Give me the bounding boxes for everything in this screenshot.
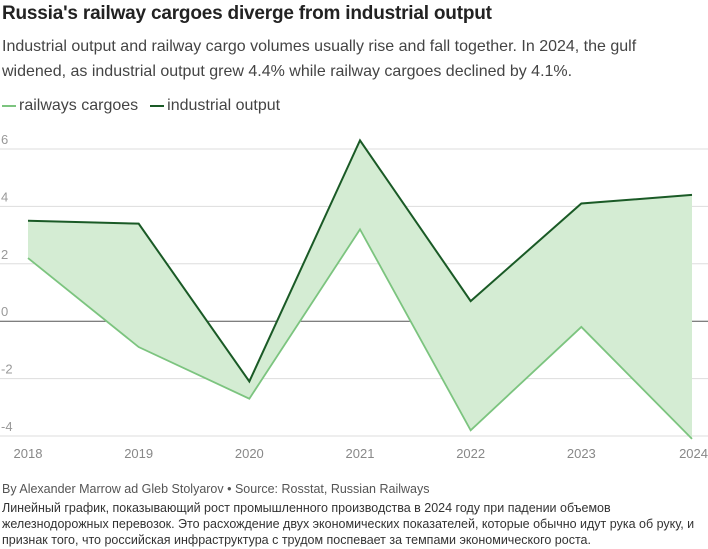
byline: By Alexander Marrow ad Gleb Stolyarov • … xyxy=(2,482,430,496)
legend-label: railways cargoes xyxy=(19,97,139,114)
y-tick-label: 4 xyxy=(1,189,8,204)
legend-item-railways: railways cargoes xyxy=(2,97,138,115)
x-tick-label: 2024 xyxy=(679,446,708,461)
gap-area xyxy=(28,140,692,439)
x-tick-label: 2022 xyxy=(456,446,485,461)
x-tick-label: 2023 xyxy=(567,446,596,461)
x-tick-label: 2021 xyxy=(346,446,375,461)
x-tick-label: 2020 xyxy=(235,446,264,461)
chart-title: Russia's railway cargoes diverge from in… xyxy=(2,3,492,24)
chart-subtitle: Industrial output and railway cargo volu… xyxy=(2,38,637,80)
y-tick-label: -4 xyxy=(1,419,13,434)
legend-item-industrial: industrial output xyxy=(150,97,280,115)
y-tick-label: -2 xyxy=(1,362,13,377)
x-tick-label: 2019 xyxy=(124,446,153,461)
legend: railways cargoes industrial output xyxy=(2,97,280,115)
description: Линейный график, показывающий рост промы… xyxy=(2,501,695,547)
legend-label: industrial output xyxy=(167,97,281,114)
y-tick-label: 0 xyxy=(1,304,8,319)
y-tick-label: 6 xyxy=(1,132,8,147)
y-tick-label: 2 xyxy=(1,247,8,262)
legend-swatch xyxy=(150,104,165,107)
x-tick-label: 2018 xyxy=(14,446,43,461)
legend-swatch xyxy=(2,104,16,107)
